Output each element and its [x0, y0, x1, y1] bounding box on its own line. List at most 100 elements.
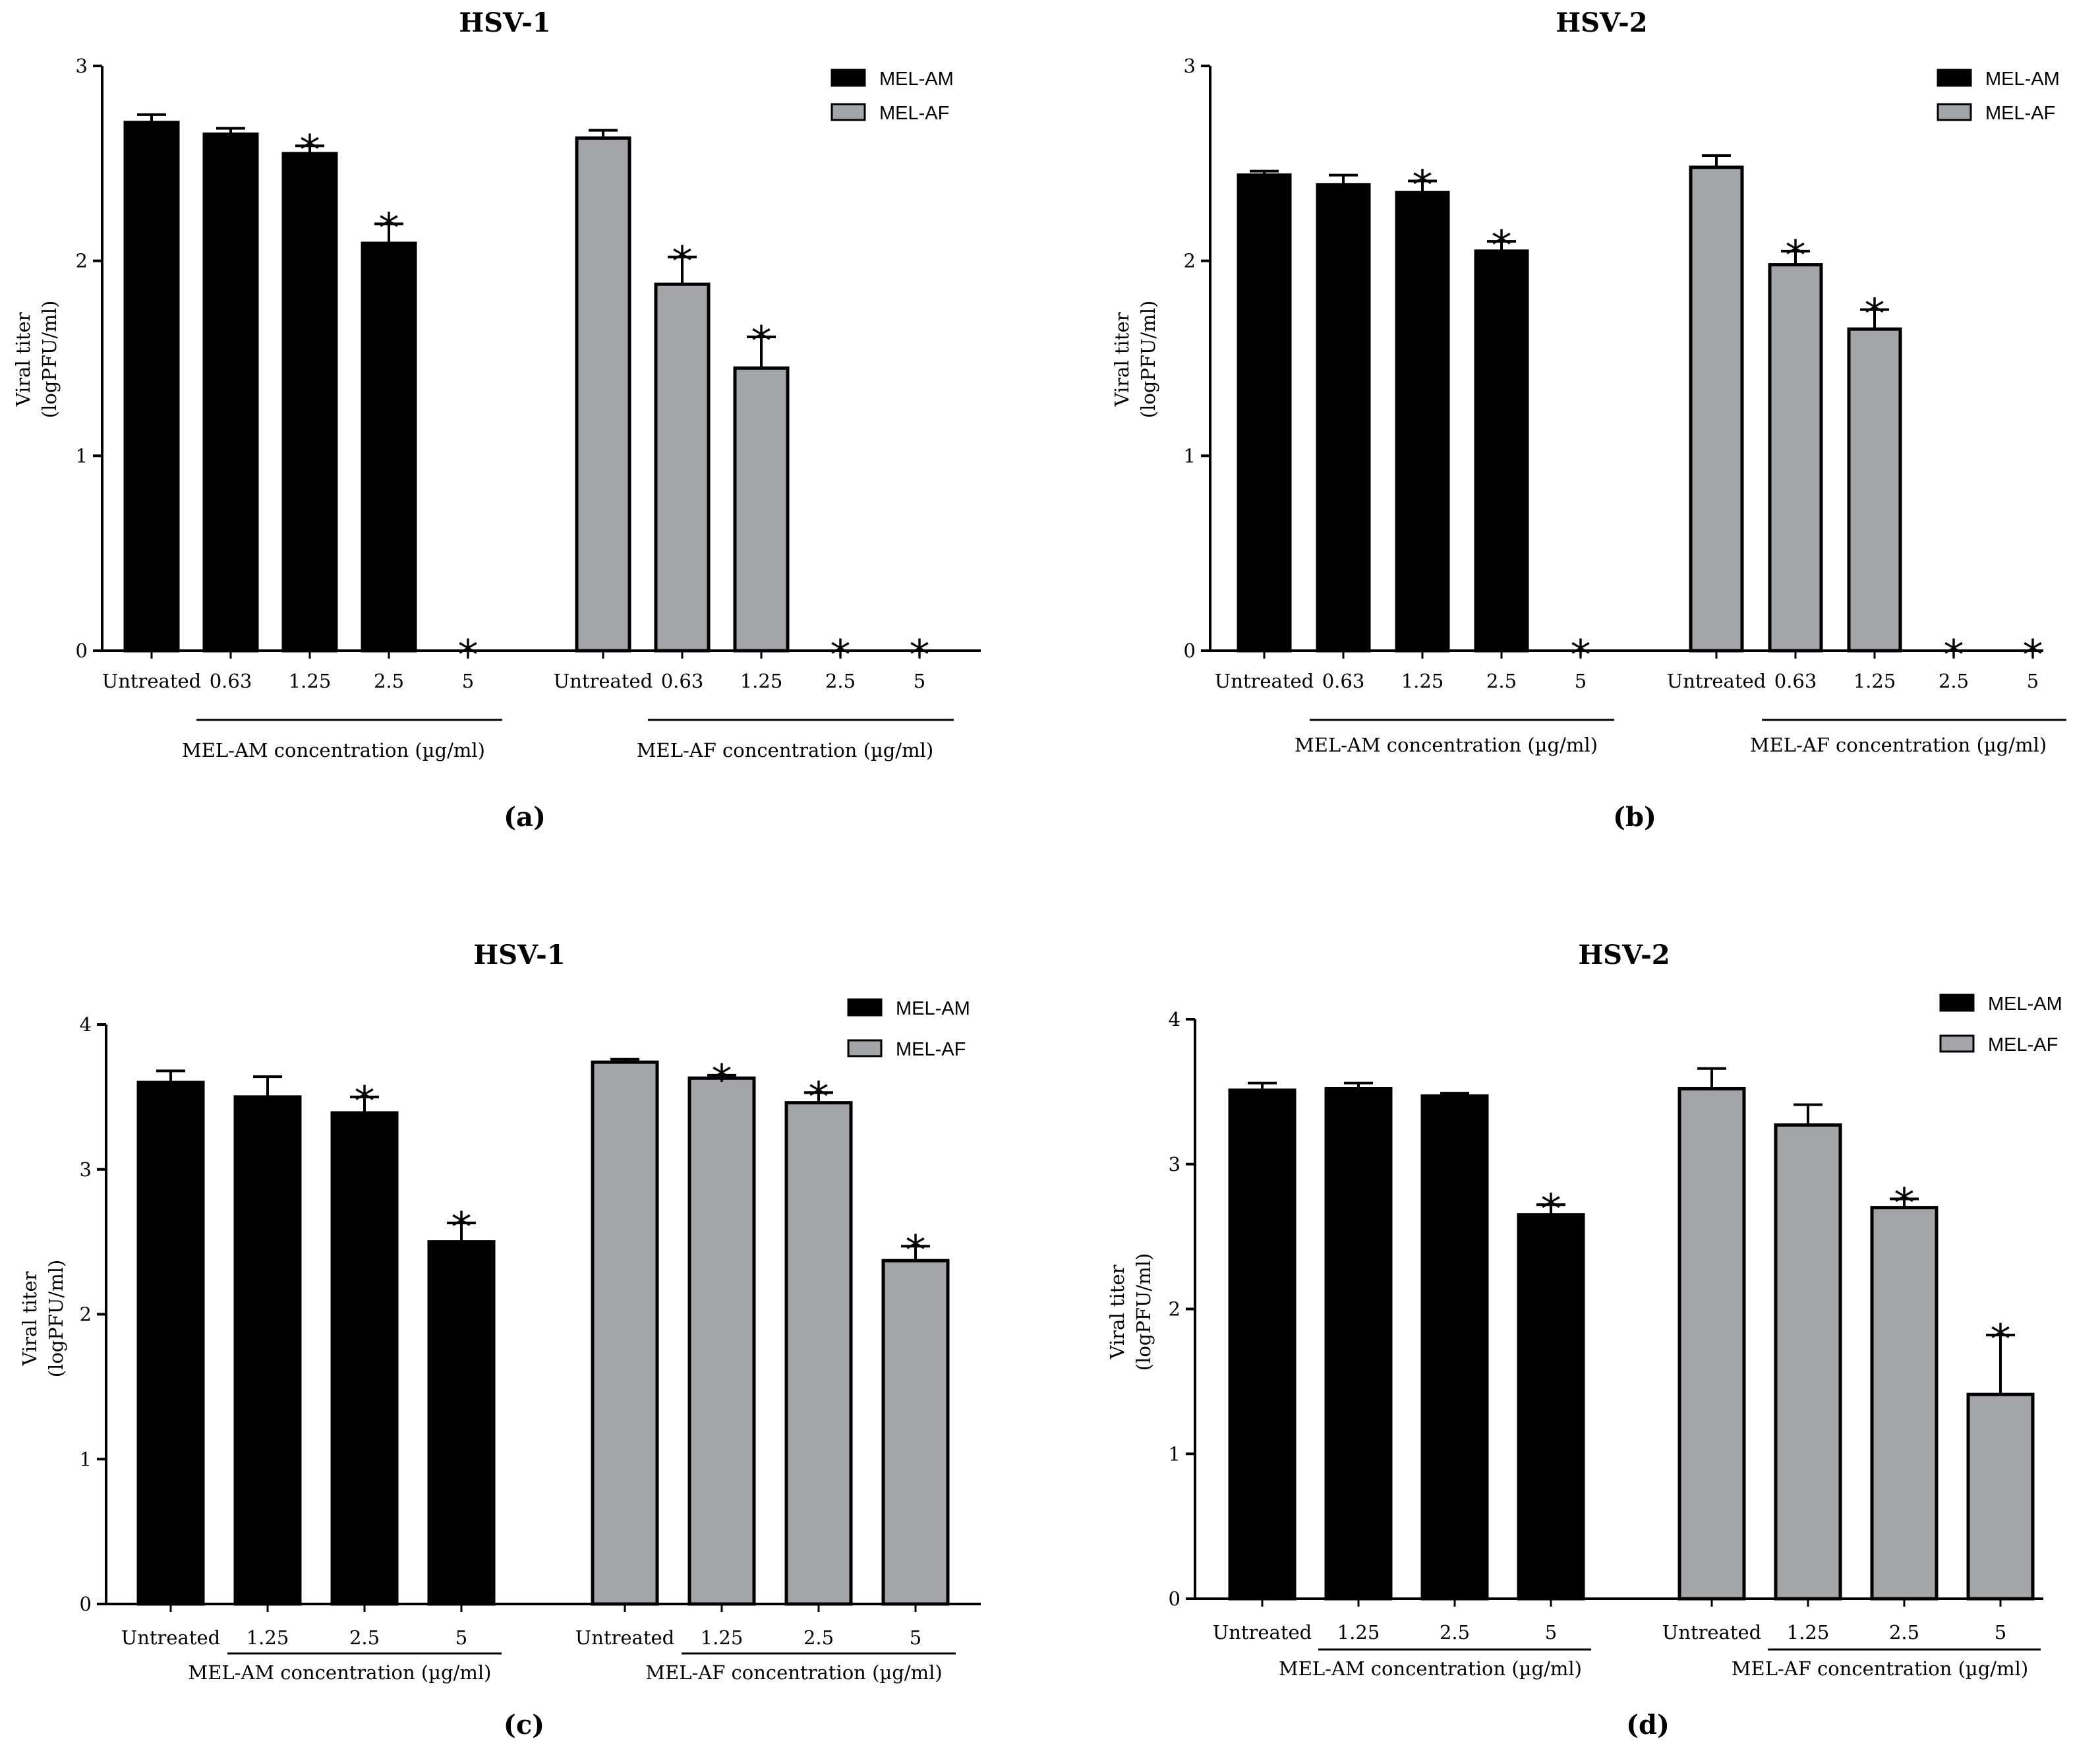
x-tick-label: 5	[455, 1626, 467, 1649]
bar-mel-am	[1517, 1213, 1585, 1601]
x-tick-label: 2.5	[1889, 1621, 1919, 1644]
legend-swatch-mel-am	[831, 69, 866, 87]
significance-asterisk: *	[1786, 231, 1806, 280]
y-axis-label-line2: (logPFU/ml)	[45, 1260, 67, 1378]
x-tick-label: 5	[1545, 1621, 1557, 1644]
chart-title: HSV-1	[473, 939, 565, 970]
legend-label: MEL-AF	[1985, 103, 2055, 124]
bar-mel-af	[1689, 165, 1744, 653]
bar-mel-am	[1395, 191, 1450, 653]
panel-label: (b)	[1613, 802, 1656, 833]
bar-mel-af	[1966, 1392, 2035, 1601]
y-tick-label: 3	[1169, 1153, 1181, 1175]
x-tick-label: Untreated	[554, 670, 653, 692]
chart-panel-d: HSV-2 Viral titer (logPFU/ml) 0 1 2 3 4 Untreate…	[1106, 939, 2062, 1740]
group-label: MEL-AM concentration (µg/ml)	[1295, 734, 1598, 756]
significance-asterisk: *	[1413, 161, 1433, 209]
panel-label: (a)	[504, 802, 546, 833]
y-axis-label-line1: Viral titer	[18, 1271, 41, 1366]
panel-label: (d)	[1626, 1709, 1670, 1740]
y-axis-label: Viral titer (logPFU/ml)	[1106, 1253, 1155, 1371]
bar-mel-am	[1316, 183, 1371, 653]
y-tick-label: 3	[1184, 55, 1196, 77]
y-tick-label: 1	[80, 1448, 92, 1470]
x-tick-label: 2.5	[349, 1626, 380, 1649]
significance-asterisk: *	[1541, 1185, 1561, 1233]
x-tick-label: Untreated	[1213, 1621, 1312, 1644]
x-tick-label: 2.5	[1939, 670, 1969, 692]
x-tick-label: 1.25	[1337, 1621, 1380, 1644]
x-tick-label: 5	[462, 670, 474, 692]
group-label: MEL-AM concentration (µg/ml)	[182, 739, 485, 761]
bar-mel-af	[1847, 327, 1902, 653]
legend-label: MEL-AF	[1988, 1034, 2058, 1055]
y-axis-label-line1: Viral titer	[12, 312, 34, 407]
legend-label: MEL-AF	[896, 1039, 966, 1060]
x-tick-label: 5	[2027, 670, 2039, 692]
bar-mel-am	[1237, 173, 1292, 653]
x-tick-label: 2.5	[1440, 1621, 1470, 1644]
y-tick-label: 1	[1169, 1442, 1181, 1465]
y-tick-label: 1	[76, 444, 88, 467]
bar-mel-am	[136, 1081, 205, 1606]
y-tick-label: 4	[80, 1013, 92, 1036]
bar-mel-af	[1677, 1086, 1746, 1601]
group-label: MEL-AF concentration (µg/ml)	[637, 739, 933, 761]
y-axis-label: Viral titer (logPFU/ml)	[12, 301, 61, 419]
bar-mel-am	[330, 1111, 399, 1606]
bar-mel-am	[233, 1095, 302, 1606]
x-tick-label: 5	[1995, 1621, 2006, 1644]
bar-mel-af	[687, 1076, 756, 1606]
bar-mel-am	[1324, 1086, 1393, 1601]
y-tick-label: 2	[76, 250, 88, 272]
x-tick-label: 5	[914, 670, 925, 692]
significance-asterisk: *	[355, 1077, 375, 1125]
bar-mel-am	[1474, 249, 1529, 653]
y-tick-label: 2	[1184, 250, 1196, 272]
legend-label: MEL-AM	[1985, 69, 2060, 90]
bar-mel-af	[654, 282, 711, 653]
x-tick-label: 0.63	[661, 670, 704, 692]
significance-asterisk: *	[1894, 1179, 1915, 1227]
group-label: MEL-AM concentration (µg/ml)	[189, 1661, 492, 1684]
significance-asterisk: *	[712, 1055, 732, 1104]
y-tick-label: 2	[1169, 1298, 1181, 1321]
bar-mel-am	[427, 1240, 496, 1606]
bar-mel-am	[281, 152, 338, 653]
legend-swatch-mel-af	[1937, 103, 1972, 121]
bar-mel-am	[202, 132, 259, 653]
x-tick-label: Untreated	[1662, 1621, 1761, 1644]
x-tick-label: 1.25	[740, 670, 783, 692]
y-axis-label-line2: (logPFU/ml)	[38, 301, 61, 419]
x-tick-label: 1.25	[247, 1626, 289, 1649]
chart-title: HSV-1	[459, 7, 550, 38]
bar-mel-am	[361, 241, 417, 653]
group-label: MEL-AF concentration (µg/ml)	[1732, 1657, 2028, 1680]
significance-asterisk: *	[1865, 290, 1885, 338]
bar-mel-af	[591, 1060, 659, 1606]
bar-mel-af	[881, 1259, 950, 1606]
x-tick-label: 2.5	[803, 1626, 834, 1649]
bar-mel-af	[1870, 1206, 1939, 1601]
x-tick-label: 1.25	[1787, 1621, 1830, 1644]
y-axis-label-line2: (logPFU/ml)	[1137, 301, 1159, 419]
x-tick-label: 5	[1575, 670, 1587, 692]
legend-swatch-mel-am	[1937, 69, 1972, 87]
x-tick-label: 5	[910, 1626, 921, 1649]
panel-label: (c)	[504, 1709, 544, 1740]
chart-panel-a: HSV-1 Viral titer (logPFU/ml) 0 1 2 3 Untreated…	[12, 7, 981, 833]
bar-mel-am	[1420, 1094, 1489, 1601]
legend-label: MEL-AM	[1988, 994, 2062, 1015]
x-tick-label: Untreated	[1215, 670, 1314, 692]
x-tick-label: Untreated	[1667, 670, 1766, 692]
group-label: MEL-AF concentration (µg/ml)	[645, 1661, 942, 1684]
y-axis-label: Viral titer (logPFU/ml)	[18, 1260, 67, 1378]
legend-swatch-mel-af	[847, 1039, 883, 1057]
y-tick-label: 3	[80, 1158, 92, 1181]
significance-asterisk: *	[452, 1203, 472, 1251]
legend-swatch-mel-am	[847, 998, 883, 1017]
bar-mel-af	[575, 136, 631, 653]
x-tick-label: 1.25	[289, 670, 332, 692]
y-axis-label-line1: Viral titer	[1111, 312, 1133, 407]
